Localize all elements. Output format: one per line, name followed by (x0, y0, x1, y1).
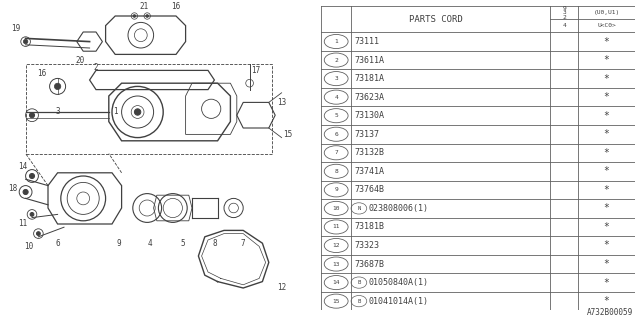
Text: 73764B: 73764B (354, 185, 384, 194)
Text: *: * (604, 74, 609, 84)
Text: 8: 8 (212, 239, 217, 248)
Text: 2: 2 (334, 58, 338, 62)
Text: 19: 19 (12, 24, 20, 33)
Text: *: * (604, 296, 609, 306)
Text: *: * (604, 129, 609, 139)
Text: 12: 12 (332, 243, 340, 248)
Text: 73132B: 73132B (354, 148, 384, 157)
Text: 4: 4 (148, 239, 153, 248)
Text: 73111: 73111 (354, 37, 380, 46)
Text: *: * (604, 259, 609, 269)
Text: 6: 6 (334, 132, 338, 137)
Text: 73611A: 73611A (354, 56, 384, 65)
Text: *: * (604, 185, 609, 195)
Text: 20: 20 (76, 56, 84, 65)
Text: 01050840A(1): 01050840A(1) (369, 278, 428, 287)
Text: A732B00059: A732B00059 (588, 308, 634, 317)
Text: 10: 10 (332, 206, 340, 211)
Text: *: * (604, 166, 609, 176)
Text: *: * (604, 92, 609, 102)
Circle shape (36, 232, 40, 236)
Text: 3: 3 (55, 108, 60, 116)
Text: *: * (604, 277, 609, 288)
Text: N: N (357, 206, 360, 211)
Circle shape (133, 15, 136, 17)
Text: 13: 13 (277, 98, 286, 107)
Text: *: * (604, 36, 609, 46)
Text: 14: 14 (18, 162, 27, 171)
Text: 5: 5 (180, 239, 185, 248)
Text: 73181B: 73181B (354, 222, 384, 231)
Text: 3: 3 (334, 76, 338, 81)
Text: 6: 6 (55, 239, 60, 248)
Text: 2: 2 (93, 63, 99, 72)
Text: 12: 12 (277, 284, 286, 292)
Text: 15: 15 (284, 130, 292, 139)
Text: 73623A: 73623A (354, 93, 384, 102)
Text: 01041014A(1): 01041014A(1) (369, 297, 428, 306)
Text: 9: 9 (334, 188, 338, 192)
Text: 15: 15 (332, 299, 340, 304)
Text: 73687B: 73687B (354, 260, 384, 268)
Text: 13: 13 (332, 261, 340, 267)
Text: 8: 8 (334, 169, 338, 174)
Text: *: * (604, 222, 609, 232)
Text: 17: 17 (252, 66, 260, 75)
Text: B: B (357, 299, 360, 304)
Text: 16: 16 (172, 2, 180, 11)
Text: 73137: 73137 (354, 130, 380, 139)
Text: 9: 9 (116, 239, 121, 248)
Text: 5: 5 (334, 113, 338, 118)
Circle shape (30, 212, 34, 216)
Text: 18: 18 (8, 184, 17, 193)
Text: 73741A: 73741A (354, 167, 384, 176)
Text: *: * (604, 55, 609, 65)
Text: U<C0>: U<C0> (597, 23, 616, 28)
Text: 9
3
2: 9 3 2 (563, 6, 566, 20)
Circle shape (146, 15, 148, 17)
Text: *: * (604, 241, 609, 251)
Text: 10: 10 (24, 242, 33, 251)
Text: 14: 14 (332, 280, 340, 285)
Text: 7: 7 (241, 239, 246, 248)
Text: 73323: 73323 (354, 241, 380, 250)
Text: 21: 21 (140, 2, 148, 11)
Circle shape (23, 189, 28, 195)
Text: B: B (357, 280, 360, 285)
Text: *: * (604, 148, 609, 158)
Text: 16: 16 (37, 69, 46, 78)
Text: 11: 11 (332, 224, 340, 229)
Circle shape (29, 173, 35, 179)
Text: 73130A: 73130A (354, 111, 384, 120)
Text: PARTS CORD: PARTS CORD (409, 15, 463, 24)
Text: 11: 11 (18, 220, 27, 228)
Circle shape (134, 109, 141, 115)
Text: 73181A: 73181A (354, 74, 384, 83)
Text: 4: 4 (563, 23, 566, 28)
Text: *: * (604, 204, 609, 213)
Circle shape (54, 83, 61, 90)
Circle shape (29, 113, 35, 118)
Text: (U0,U1): (U0,U1) (593, 10, 620, 15)
Text: *: * (604, 111, 609, 121)
Text: 023808006(1): 023808006(1) (369, 204, 428, 213)
Text: 1: 1 (334, 39, 338, 44)
Text: 7: 7 (334, 150, 338, 155)
Text: 4: 4 (334, 95, 338, 100)
Circle shape (23, 39, 28, 44)
Text: 1: 1 (113, 108, 118, 116)
